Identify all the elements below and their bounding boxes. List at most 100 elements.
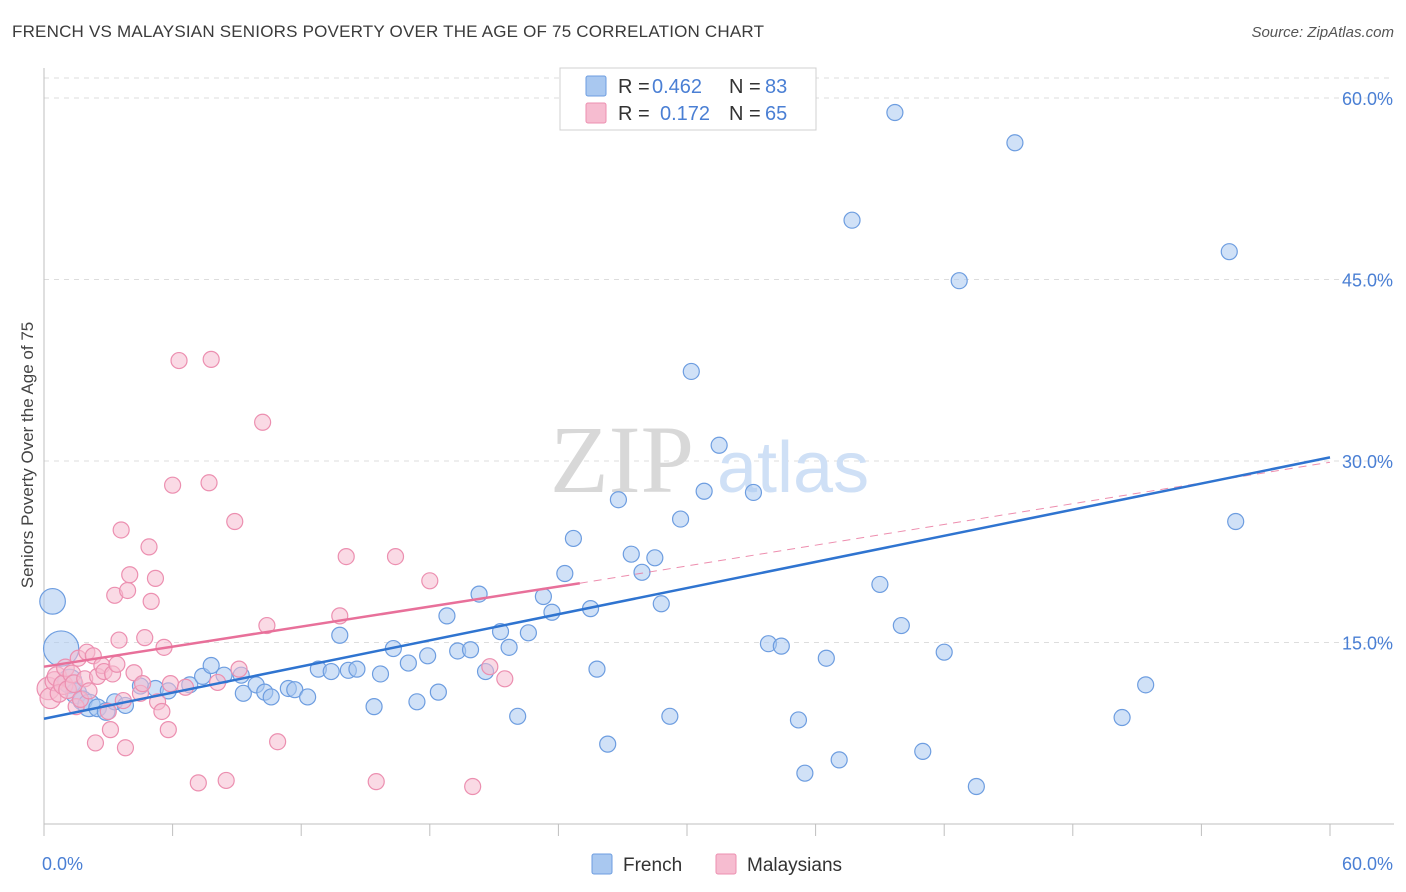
- data-point: [564, 529, 583, 548]
- legend-box: R = 0.462 N = 83 R = 0.172 N = 65: [559, 67, 817, 131]
- data-point: [142, 592, 160, 610]
- data-point: [967, 777, 985, 796]
- legend-swatch-french: [585, 75, 607, 97]
- data-point: [299, 688, 317, 706]
- data-point: [429, 683, 447, 701]
- data-point: [230, 660, 248, 678]
- data-point: [386, 547, 405, 566]
- data-point: [519, 624, 537, 642]
- grid-lines: [44, 77, 1394, 643]
- data-point: [140, 538, 158, 556]
- data-point: [399, 654, 417, 672]
- data-point: [671, 510, 690, 528]
- data-point: [170, 351, 188, 370]
- french-trend-line: [43, 456, 1331, 720]
- bottom-legend-swatch-malaysians: [715, 853, 737, 875]
- x-tick-labels: 0.0% 60.0%: [42, 854, 1393, 874]
- data-point: [365, 698, 383, 716]
- data-point: [118, 581, 137, 600]
- data-point: [80, 682, 98, 700]
- data-point: [159, 721, 177, 739]
- data-point: [830, 751, 848, 769]
- watermark-atlas: atlas: [717, 428, 869, 508]
- y-tick-label: 60.0%: [1342, 89, 1393, 109]
- data-point: [789, 711, 808, 729]
- data-point: [496, 670, 514, 688]
- data-point: [258, 616, 276, 635]
- trend-lines: [43, 456, 1331, 720]
- data-point: [133, 675, 152, 693]
- data-point: [421, 572, 439, 590]
- data-point: [322, 662, 340, 681]
- data-point: [226, 512, 244, 531]
- data-point: [86, 734, 105, 752]
- data-point: [695, 482, 713, 500]
- data-point: [633, 563, 651, 581]
- data-point: [202, 656, 220, 675]
- data-point: [950, 272, 968, 290]
- bottom-legend-swatch-french: [591, 853, 613, 875]
- legend-swatch-malaysians: [585, 102, 607, 124]
- data-point: [744, 483, 763, 502]
- legend-r-label-french: R =: [618, 76, 650, 98]
- malaysian-trend-line: [43, 581, 581, 668]
- legend-r-value-french: 0.462: [652, 76, 702, 98]
- data-point: [914, 742, 932, 761]
- data-point: [116, 739, 135, 757]
- data-point: [710, 436, 728, 454]
- data-point: [1227, 512, 1245, 531]
- data-point: [348, 660, 366, 678]
- data-point: [254, 413, 272, 431]
- x-tick-label-max: 60.0%: [1342, 854, 1393, 874]
- data-point: [408, 693, 426, 711]
- data-point: [367, 773, 385, 791]
- data-point: [461, 641, 480, 659]
- data-point: [646, 549, 664, 567]
- data-point: [189, 774, 207, 792]
- data-point: [772, 637, 790, 655]
- data-point: [200, 474, 218, 492]
- data-point: [262, 688, 280, 706]
- data-point: [371, 665, 390, 683]
- data-point: [121, 566, 139, 584]
- data-point: [796, 764, 814, 782]
- data-point: [39, 587, 66, 615]
- data-point: [176, 678, 195, 696]
- data-point: [622, 545, 640, 563]
- y-tick-labels: 15.0% 30.0% 45.0% 60.0%: [1342, 89, 1393, 654]
- bottom-legend: French Malaysians: [591, 853, 842, 876]
- x-tick-label-min: 0.0%: [42, 854, 83, 874]
- data-point: [843, 211, 861, 229]
- legend-n-value-french: 83: [765, 76, 787, 98]
- y-tick-label: 45.0%: [1342, 271, 1393, 291]
- data-point: [438, 607, 456, 625]
- legend-r-value-malaysians: 0.172: [660, 103, 710, 125]
- data-point: [1113, 708, 1131, 727]
- data-point: [110, 631, 128, 649]
- data-point: [153, 702, 171, 721]
- data-point: [652, 595, 670, 613]
- data-point: [101, 721, 120, 739]
- data-point: [556, 564, 574, 583]
- data-point: [331, 626, 349, 644]
- data-point: [886, 103, 904, 122]
- data-point: [1137, 676, 1155, 694]
- malaysian-points: [36, 350, 514, 796]
- data-point: [609, 491, 628, 509]
- data-point: [164, 476, 182, 494]
- data-point: [935, 643, 953, 661]
- data-point: [464, 777, 482, 796]
- data-point: [509, 707, 527, 725]
- y-tick-label: 30.0%: [1342, 452, 1393, 472]
- data-point: [234, 684, 252, 702]
- data-point: [481, 658, 499, 676]
- data-point: [161, 675, 180, 693]
- data-point: [682, 362, 700, 381]
- data-point: [286, 681, 304, 699]
- data-point: [269, 733, 287, 751]
- data-point: [1220, 243, 1238, 261]
- chart-title: FRENCH VS MALAYSIAN SENIORS POVERTY OVER…: [12, 22, 765, 41]
- data-point: [136, 629, 154, 647]
- bottom-legend-label-malaysians: Malaysians: [747, 855, 842, 876]
